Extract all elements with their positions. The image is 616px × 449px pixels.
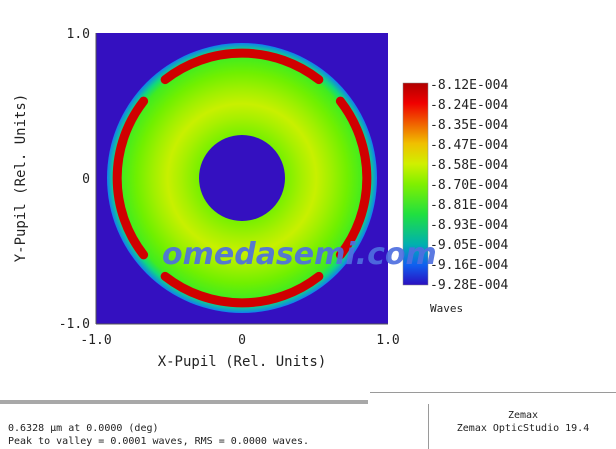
- y-tick-label: 1.0: [67, 27, 90, 42]
- peak-arc: [160, 271, 324, 308]
- y-axis-label: Y-Pupil (Rel. Units): [13, 94, 29, 263]
- divider: [0, 400, 368, 404]
- peak-arc: [112, 96, 149, 260]
- y-tick-label: -1.0: [59, 317, 90, 332]
- colorbar-label: Waves: [430, 302, 463, 315]
- colorbar-tick-label: -8.81E-004: [430, 198, 508, 213]
- colorbar-tick-label: -8.58E-004: [430, 158, 508, 173]
- colorbar-tick-label: -8.93E-004: [430, 218, 508, 233]
- peak-arc: [335, 96, 372, 260]
- company-name: Zemax: [507, 410, 539, 421]
- product-name: Zemax OpticStudio 19.4: [456, 423, 590, 434]
- watermark: omedasemi.com: [162, 237, 437, 272]
- info-panel: 0.6328 µm at 0.0000 (deg) Peak to valley…: [0, 392, 616, 449]
- colorbar-tick-label: -9.16E-004: [430, 258, 508, 273]
- divider: [428, 404, 429, 449]
- x-axis-label: X-Pupil (Rel. Units): [158, 354, 327, 370]
- colorbar: [402, 82, 429, 286]
- central-obscuration: [199, 135, 285, 221]
- divider: [370, 392, 616, 393]
- peak-arc: [160, 48, 324, 85]
- x-tick-label: -1.0: [80, 333, 111, 348]
- colorbar-tick-label: -8.24E-004: [430, 98, 508, 113]
- colorbar-tick-label: -8.70E-004: [430, 178, 508, 193]
- y-tick-label: 0: [82, 172, 90, 187]
- x-tick-label: 0: [238, 333, 246, 348]
- colorbar-tick-label: -8.47E-004: [430, 138, 508, 153]
- colorbar-tick-label: -9.05E-004: [430, 238, 508, 253]
- colorbar-tick-label: -8.12E-004: [430, 78, 508, 93]
- x-tick-label: 1.0: [376, 333, 399, 348]
- wavefront-map-chart: 1.0 0 -1.0 -1.0 0 1.0 X-Pupil (Rel. Unit…: [13, 27, 508, 370]
- pv-rms-info: Peak to valley = 0.0001 waves, RMS = 0.0…: [8, 436, 310, 447]
- colorbar-tick-label: -9.28E-004: [430, 278, 508, 293]
- colorbar-tick-label: -8.35E-004: [430, 118, 508, 133]
- wavelength-field-info: 0.6328 µm at 0.0000 (deg): [8, 423, 159, 434]
